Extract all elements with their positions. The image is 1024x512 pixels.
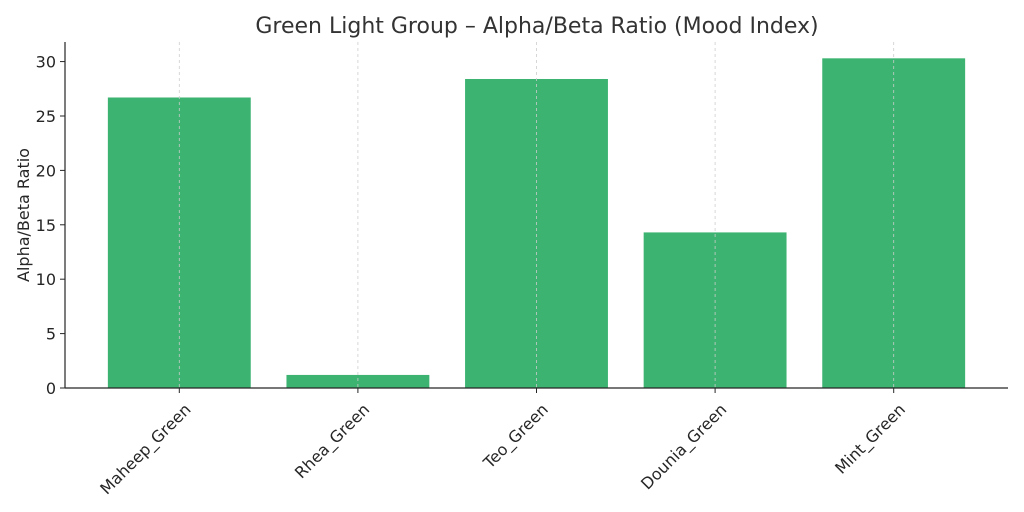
y-ticks: 0 5 10 15 20 25 30 bbox=[36, 53, 65, 398]
bar-rhea-green bbox=[286, 374, 430, 388]
chart-title: Green Light Group – Alpha/Beta Ratio (Mo… bbox=[255, 14, 818, 39]
bar-teo-green bbox=[465, 78, 608, 389]
x-tick-label: Maheep_Green bbox=[96, 400, 195, 499]
y-tick-label: 0 bbox=[46, 379, 56, 398]
x-tick-label: Rhea_Green bbox=[291, 400, 374, 483]
y-tick-label: 25 bbox=[36, 107, 56, 126]
grid-lines bbox=[178, 42, 895, 388]
y-tick-label: 5 bbox=[46, 325, 56, 344]
bars bbox=[107, 58, 966, 389]
bar-dounia-green bbox=[643, 232, 787, 388]
x-tick-label: Teo_Green bbox=[479, 400, 553, 474]
y-tick-label: 10 bbox=[36, 270, 56, 289]
x-tick-label: Dounia_Green bbox=[637, 400, 731, 494]
y-tick-label: 20 bbox=[36, 161, 56, 180]
x-tick-label: Mint_Green bbox=[831, 400, 910, 479]
y-axis-label: Alpha/Beta Ratio bbox=[14, 148, 33, 282]
x-ticks: Maheep_Green Rhea_Green Teo_Green Dounia_Gr… bbox=[96, 388, 910, 499]
y-tick-label: 30 bbox=[36, 53, 56, 72]
y-tick-label: 15 bbox=[36, 216, 56, 235]
